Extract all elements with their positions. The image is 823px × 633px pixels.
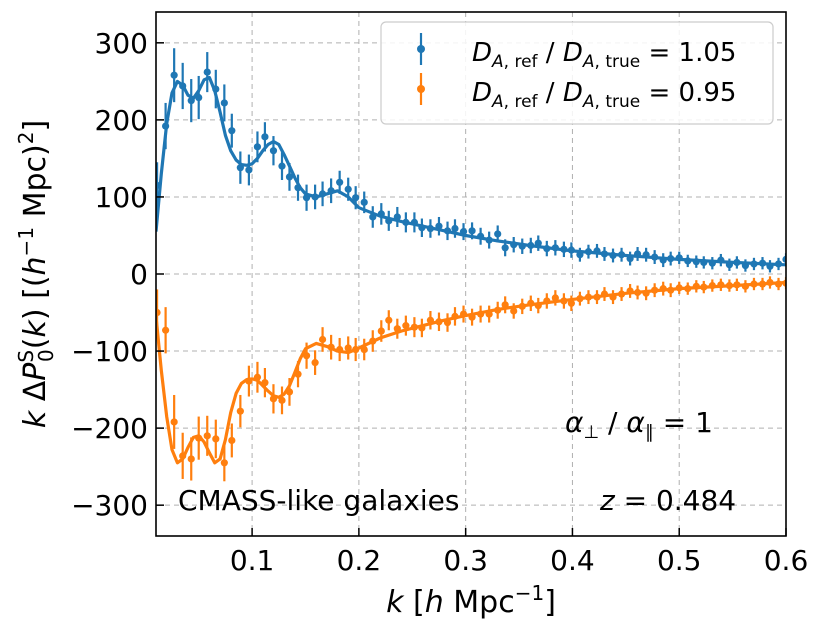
legend: DA, ref / DA, true = 1.05 DA, ref / DA, … [380,21,774,125]
data-point [170,71,178,79]
y-tick-label: 200 [95,104,148,137]
data-point [285,173,294,181]
x-tick-label: 0.5 [657,544,702,577]
data-point [494,230,502,238]
y-tick-label: 0 [130,258,148,291]
data-point [170,418,178,426]
data-point [245,166,253,174]
x-tick-label: 0.1 [230,544,275,577]
data-point [451,224,459,233]
data-point [162,326,170,334]
model-curve [156,280,786,465]
x-axis-title: k [h Mpc−1] [386,581,556,620]
data-point [510,307,518,315]
legend-label-series-2: DA, ref / DA, true = 0.95 [472,78,736,112]
model-curve [156,75,786,267]
data-point [385,316,393,324]
legend-marker-point [417,45,425,53]
series-group [156,48,786,482]
data-point [278,162,286,170]
series-1 [156,48,786,273]
data-point [782,255,786,263]
data-point [220,459,228,467]
data-point [212,435,220,443]
legend-box [380,21,774,125]
data-point [336,178,344,186]
data-point [360,198,368,206]
data-point [220,99,228,107]
data-point [352,194,360,202]
axis-ticks: 0.1 0.2 0.3 0.4 0.5 0.6 −300 −200 −100 0 100 200 300 [71,27,808,577]
data-point [567,299,575,307]
y-axis-title: k ΔPS0(k) [(h−1 Mpc)2] [14,120,58,428]
series-2 [156,276,786,482]
annotation-sample: CMASS-like galaxies [178,484,459,517]
data-point [344,185,352,193]
legend-marker-point [417,85,425,93]
annotation-alpha-ratio: α⊥ / α∥ = 1 [565,406,713,443]
data-point [302,352,311,360]
data-point [253,143,262,151]
y-tick-label: −200 [71,412,148,445]
y-tick-label: −100 [71,335,148,368]
data-point [377,327,385,335]
y-tick-label: 100 [95,181,148,214]
legend-label-series-1: DA, ref / DA, true = 1.05 [472,38,736,72]
x-tick-label: 0.4 [550,544,595,577]
data-point [344,344,352,352]
data-point [187,455,195,463]
x-tick-label: 0.6 [764,544,809,577]
data-point [203,68,211,76]
data-point [501,244,509,252]
data-point [468,227,476,235]
data-point [261,133,269,141]
x-tick-label: 0.2 [337,544,382,577]
y-tick-label: 300 [95,27,148,60]
data-point [318,335,327,344]
data-point [228,436,236,445]
data-point [228,127,236,135]
data-point [236,407,244,415]
data-point [278,396,286,404]
data-point [551,294,559,302]
annotation-redshift: z = 0.484 [599,484,736,517]
data-point [203,432,211,440]
x-tick-label: 0.3 [443,544,488,577]
data-point [402,322,410,330]
data-point [311,359,319,367]
data-point [269,147,278,155]
y-tick-label: −300 [71,489,148,522]
plot-area [156,48,786,482]
data-point [156,308,161,317]
